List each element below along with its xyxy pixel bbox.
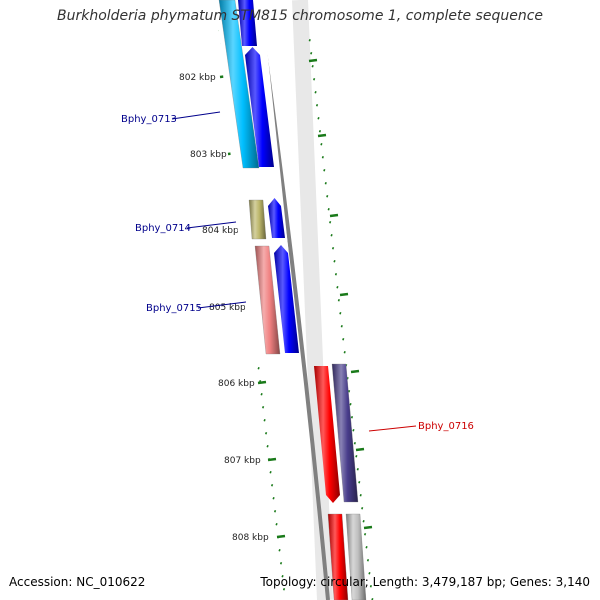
minor-tick-right: [366, 558, 370, 562]
gene-bphy-0714-track[interactable]: [248, 199, 267, 240]
minor-tick-left: [260, 392, 263, 396]
minor-tick-right: [317, 116, 320, 120]
minor-tick-right: [331, 246, 335, 250]
gene-leader-line: [186, 221, 237, 229]
major-tick-right: [308, 58, 318, 63]
tick-label: 803 kbp: [190, 150, 227, 160]
major-tick-right: [339, 292, 349, 297]
minor-tick-right: [371, 597, 374, 600]
minor-tick-right: [333, 259, 336, 263]
minor-tick-right: [308, 38, 311, 42]
minor-tick-right: [368, 571, 371, 575]
minor-tick-right: [356, 467, 359, 471]
major-tick-right: [317, 133, 327, 138]
gene-bphy-0716-track[interactable]: [314, 366, 340, 503]
minor-tick-left: [272, 496, 275, 500]
gene-bphy-0715-cds[interactable]: [274, 245, 299, 353]
tick-label: 807 kbp: [224, 456, 261, 466]
tick-label: 808 kbp: [232, 533, 269, 543]
minor-tick-right: [329, 220, 332, 224]
minor-tick-right: [311, 64, 314, 68]
minor-tick-right: [320, 142, 323, 146]
minor-tick-right: [310, 51, 313, 55]
minor-tick-right: [362, 519, 365, 523]
minor-tick-right: [355, 454, 358, 458]
minor-tick-left: [279, 561, 283, 565]
summary-text: Topology: circular; Length: 3,479,187 bp…: [260, 575, 590, 589]
gene-leader-line: [368, 425, 417, 432]
minor-tick-right: [337, 298, 340, 302]
minor-tick-right: [358, 480, 361, 484]
minor-tick-left: [282, 587, 286, 591]
minor-tick-right: [339, 311, 342, 315]
tick-label: 804 kbp: [202, 226, 239, 236]
gene-track-gray-bottom[interactable]: [345, 513, 367, 600]
minor-tick-right: [334, 272, 338, 276]
minor-tick-left: [262, 405, 265, 409]
minor-tick-right: [336, 285, 339, 289]
minor-tick-left: [266, 444, 269, 448]
major-tick: [267, 457, 277, 462]
minor-tick-left: [281, 574, 284, 578]
minor-tick-right: [350, 415, 354, 419]
minor-tick-left: [257, 366, 260, 370]
minor-tick-right: [340, 324, 343, 328]
backbone-halo: [292, 0, 333, 600]
minor-tick-right: [365, 545, 368, 549]
major-tick: [276, 534, 286, 539]
gene-label-bphy-0716[interactable]: Bphy_0716: [418, 421, 474, 432]
gene-track-red-bottom[interactable]: [327, 513, 349, 600]
gene-label-bphy-0715[interactable]: Bphy_0715: [146, 303, 202, 314]
minor-tick-right: [352, 428, 355, 432]
gene-label-bphy-0713[interactable]: Bphy_0713: [121, 114, 177, 125]
minor-tick-left: [270, 483, 274, 487]
gene-leader-line: [197, 301, 247, 309]
major-tick: [257, 380, 267, 385]
minor-tick-right: [342, 337, 345, 341]
gene-track-blue-top[interactable]: [238, 0, 257, 46]
minor-tick-right: [359, 493, 362, 497]
tick-label: 806 kbp: [218, 379, 255, 389]
map-title: Burkholderia phymatum STM815 chromosome …: [56, 8, 543, 24]
minor-tick-left: [278, 548, 281, 552]
gene-bphy-0713-cds[interactable]: [245, 47, 274, 167]
minor-tick-right: [363, 532, 367, 536]
gene-bphy-0715-track[interactable]: [254, 245, 281, 355]
minor-tick-left: [263, 418, 266, 422]
minor-tick-right: [369, 584, 372, 588]
minor-tick-left: [264, 431, 268, 435]
minor-tick-right: [326, 194, 329, 198]
minor-tick-right: [323, 168, 326, 172]
gene-bphy-0716-cds[interactable]: [331, 363, 359, 503]
minor-tick-right: [315, 103, 319, 107]
tick-label: 805 kbp: [209, 303, 246, 313]
minor-tick-right: [327, 207, 330, 211]
major-tick-right: [363, 525, 373, 530]
minor-tick-right: [347, 389, 351, 393]
minor-tick-right: [318, 129, 322, 133]
minor-tick-right: [361, 506, 364, 510]
minor-tick-right: [324, 181, 327, 185]
gene-bphy-0714-cds[interactable]: [268, 198, 285, 238]
accession-text: Accession: NC_010622: [9, 575, 146, 589]
minor-tick-left: [273, 509, 277, 513]
minor-tick-right: [314, 90, 317, 94]
minor-tick-left: [275, 522, 278, 526]
minor-tick-right: [349, 402, 352, 406]
minor-tick-right: [343, 350, 346, 354]
gene-track-cyan[interactable]: [218, 0, 260, 169]
major-tick-right: [350, 369, 360, 374]
major-tick-right: [329, 213, 339, 218]
tick-label: 802 kbp: [179, 73, 216, 83]
minor-tick-right: [330, 233, 333, 237]
major-tick-right: [355, 447, 365, 452]
minor-tick-right: [321, 155, 324, 159]
gene-leader-line: [171, 111, 221, 120]
minor-tick-right: [353, 441, 356, 445]
gene-label-bphy-0714[interactable]: Bphy_0714: [135, 223, 191, 234]
minor-tick-right: [313, 77, 316, 81]
minor-tick-left: [269, 470, 272, 474]
